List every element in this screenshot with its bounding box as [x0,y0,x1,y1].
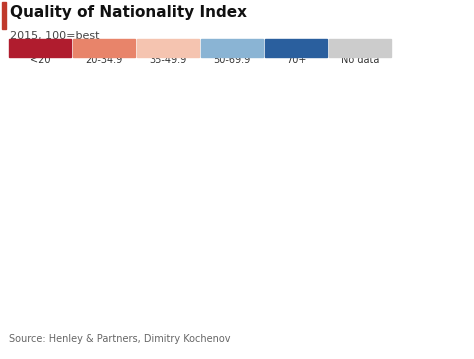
Text: <20: <20 [30,55,51,65]
Bar [9,39,71,57]
Text: No data: No data [341,55,379,65]
Text: 35-49.9: 35-49.9 [150,55,187,65]
Bar [329,39,391,57]
Text: 20-34.9: 20-34.9 [86,55,123,65]
Bar [201,39,263,57]
Text: Quality of Nationality Index: Quality of Nationality Index [10,5,247,20]
Text: 2015, 100=best: 2015, 100=best [10,31,100,41]
Bar [73,39,135,57]
Bar [137,39,199,57]
Bar [265,39,327,57]
Bar [2,2,6,29]
Text: 50-69.9: 50-69.9 [214,55,251,65]
Text: Source: Henley & Partners, Dimitry Kochenov: Source: Henley & Partners, Dimitry Koche… [9,334,231,344]
Text: 70+: 70+ [286,55,306,65]
